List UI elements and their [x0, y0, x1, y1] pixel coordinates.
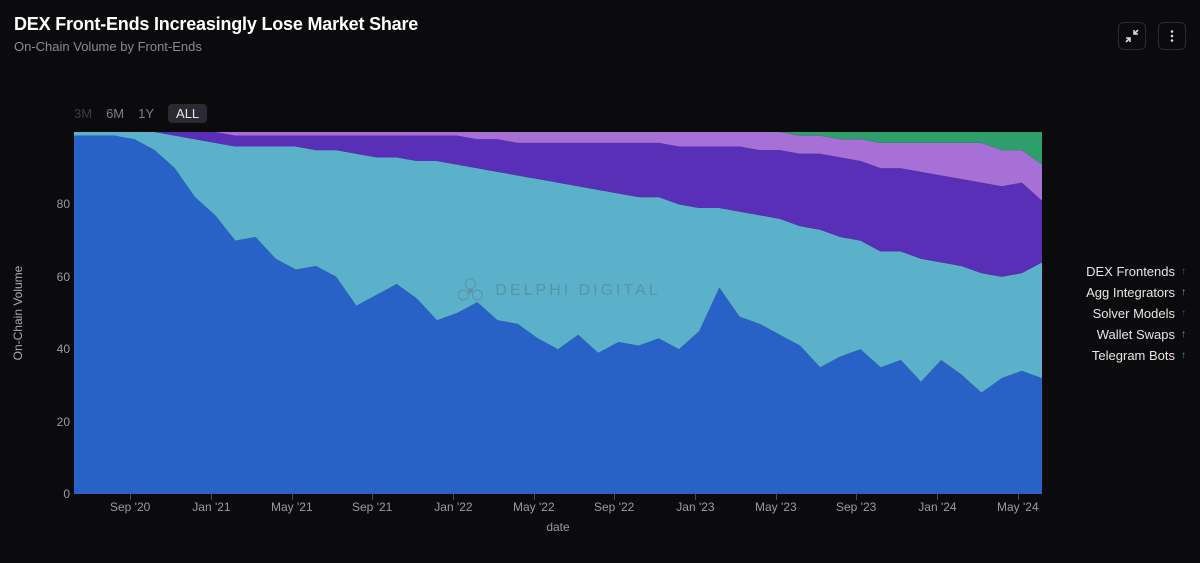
y-tick: 80	[57, 197, 70, 211]
collapse-button[interactable]	[1118, 22, 1146, 50]
x-tick: Jan '21	[192, 500, 230, 514]
legend-item-agg-integrators[interactable]: Agg Integrators ↑	[1086, 285, 1186, 300]
page-title: DEX Front-Ends Increasingly Lose Market …	[14, 14, 418, 35]
legend-color-indicator-icon: ↑	[1181, 350, 1186, 361]
range-option-all[interactable]: ALL	[168, 104, 207, 123]
legend-item-wallet-swaps[interactable]: Wallet Swaps ↑	[1086, 327, 1186, 342]
y-axis-ticks: 020406080	[42, 132, 70, 494]
legend-color-indicator-icon: ↑	[1181, 308, 1186, 319]
y-tick: 60	[57, 270, 70, 284]
y-axis-label: On-Chain Volume	[11, 266, 25, 361]
range-option-1y[interactable]: 1Y	[138, 106, 154, 121]
x-tick: May '22	[513, 500, 555, 514]
legend-color-indicator-icon: ↑	[1181, 266, 1186, 277]
legend-item-dex-frontends[interactable]: DEX Frontends ↑	[1086, 264, 1186, 279]
x-axis-label: date	[74, 520, 1042, 534]
legend-item-telegram-bots[interactable]: Telegram Bots ↑	[1086, 348, 1186, 363]
legend-label: Wallet Swaps	[1097, 327, 1175, 342]
y-tick: 0	[63, 487, 70, 501]
legend-label: Agg Integrators	[1086, 285, 1175, 300]
chart-legend: DEX Frontends↑Agg Integrators↑Solver Mod…	[1086, 264, 1186, 363]
legend-color-indicator-icon: ↑	[1181, 287, 1186, 298]
x-tick: May '23	[755, 500, 797, 514]
y-tick: 20	[57, 415, 70, 429]
x-tick: Sep '23	[836, 500, 876, 514]
time-range-picker: 3M 6M 1Y ALL	[74, 104, 207, 123]
legend-color-indicator-icon: ↑	[1181, 329, 1186, 340]
x-tick: Jan '22	[434, 500, 472, 514]
x-tick: Sep '21	[352, 500, 392, 514]
x-tick: Sep '20	[110, 500, 150, 514]
legend-item-solver-models[interactable]: Solver Models ↑	[1086, 306, 1186, 321]
legend-label: DEX Frontends	[1086, 264, 1175, 279]
range-option-3m: 3M	[74, 106, 92, 121]
x-tick: Sep '22	[594, 500, 634, 514]
x-axis-ticks: Sep '20 Jan '21 May '21 Sep '21 Jan '22 May '…	[74, 500, 1042, 516]
legend-label: Solver Models	[1093, 306, 1175, 321]
more-vertical-icon	[1165, 29, 1179, 43]
y-tick: 40	[57, 342, 70, 356]
x-tick: Jan '23	[676, 500, 714, 514]
collapse-icon	[1125, 29, 1139, 43]
x-tick: Jan '24	[918, 500, 956, 514]
stacked-area-chart[interactable]: DELPHI DIGITAL	[74, 132, 1042, 494]
range-option-6m[interactable]: 6M	[106, 106, 124, 121]
legend-label: Telegram Bots	[1092, 348, 1175, 363]
more-button[interactable]	[1158, 22, 1186, 50]
x-tick: May '24	[997, 500, 1039, 514]
x-tick: May '21	[271, 500, 313, 514]
page-subtitle: On-Chain Volume by Front-Ends	[14, 39, 418, 54]
